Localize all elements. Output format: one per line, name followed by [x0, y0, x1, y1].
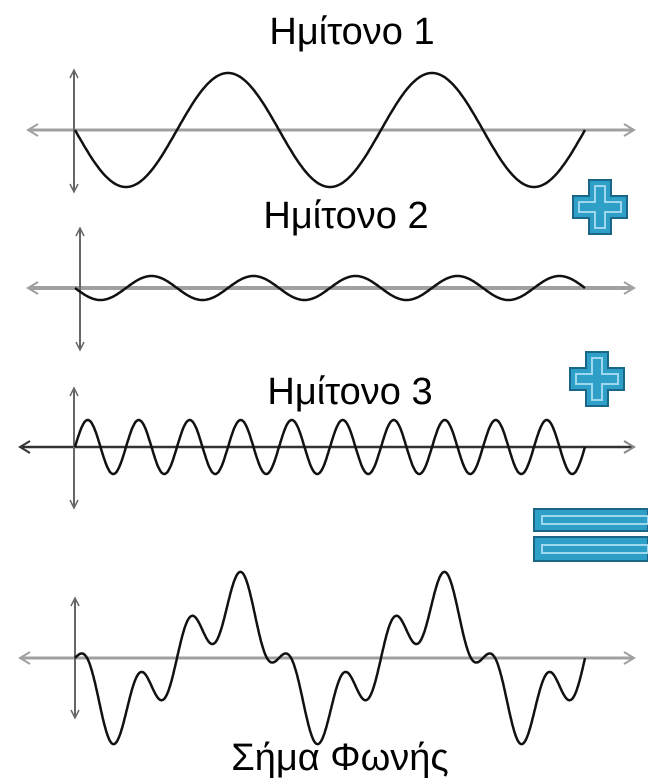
sine2-panel: Ημίτονο 2 — [26, 195, 636, 352]
sine3-panel: Ημίτονο 3 — [18, 371, 636, 510]
sine2-y-axis-down-arrow — [75, 341, 85, 352]
sine3-label: Ημίτονο 3 — [267, 371, 432, 413]
sine1-label: Ημίτονο 1 — [269, 11, 434, 53]
result-y-axis-up-arrow — [70, 596, 80, 607]
sine2-x-axis-right-arrow — [623, 281, 636, 295]
sine3-y-axis-down-arrow — [69, 499, 79, 510]
plus-icon — [569, 351, 625, 407]
sine3-y-axis-up-arrow — [69, 386, 79, 397]
result-label: Σήμα Φωνής — [231, 737, 448, 778]
plus-icon — [572, 179, 628, 235]
sine1-panel: Ημίτονο 1 — [26, 11, 636, 194]
result-x-axis-right-arrow — [623, 651, 636, 665]
sine1-y-axis-up-arrow — [69, 68, 79, 79]
sine2-x-axis-left-arrow — [26, 281, 39, 295]
sine2-label: Ημίτονο 2 — [263, 195, 428, 237]
result-y-axis-down-arrow — [70, 709, 80, 720]
sine1-curve — [73, 71, 587, 189]
result-x-axis-left-arrow — [18, 651, 31, 665]
sine1-x-axis-left-arrow — [26, 123, 39, 137]
sine1-y-axis-down-arrow — [69, 183, 79, 194]
equals-icon — [533, 508, 648, 562]
sine2-y-axis-up-arrow — [75, 226, 85, 237]
sine3-x-axis-right-arrow — [623, 440, 636, 454]
result-panel: Σήμα Φωνής — [18, 570, 636, 778]
sine3-curve — [73, 418, 587, 476]
result-curve — [74, 570, 587, 746]
sine1-x-axis-right-arrow — [623, 123, 636, 137]
sine3-x-axis-left-arrow — [18, 440, 31, 454]
sine2-curve — [74, 274, 586, 302]
